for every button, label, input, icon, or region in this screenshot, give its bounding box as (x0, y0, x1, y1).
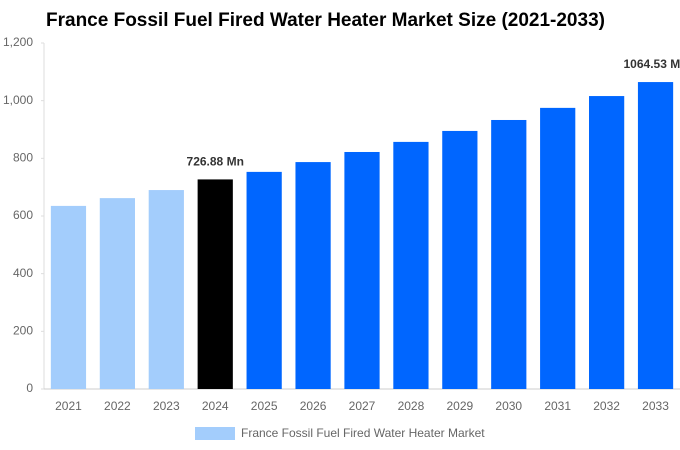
y-tick-label: 0 (26, 381, 33, 395)
legend-label: France Fossil Fuel Fired Water Heater Ma… (241, 426, 485, 440)
x-tick-label: 2030 (495, 399, 522, 413)
x-tick-label: 2023 (153, 399, 180, 413)
value-label: 1064.53 Mn (624, 57, 680, 71)
bar (148, 190, 184, 389)
bar (50, 205, 87, 389)
bar (540, 107, 576, 389)
x-tick-label: 2021 (55, 399, 82, 413)
x-tick-label: 2028 (398, 399, 425, 413)
bar (491, 119, 527, 390)
bar (295, 162, 331, 389)
x-tick-label: 2033 (642, 399, 669, 413)
bar (246, 171, 282, 389)
x-tick-label: 2029 (446, 399, 473, 413)
bar (393, 141, 429, 389)
y-tick-label: 800 (13, 151, 33, 165)
value-label: 726.88 Mn (187, 155, 244, 169)
x-tick-label: 2022 (104, 399, 131, 413)
bar (344, 151, 380, 389)
chart-title: France Fossil Fuel Fired Water Heater Ma… (46, 10, 605, 31)
bar (197, 179, 233, 389)
x-tick-label: 2032 (593, 399, 620, 413)
bar (99, 198, 135, 389)
y-tick-label: 200 (13, 324, 33, 338)
y-tick-label: 1,200 (3, 35, 33, 49)
bar (442, 130, 478, 390)
x-tick-label: 2027 (349, 399, 376, 413)
y-tick-label: 400 (13, 266, 33, 280)
y-tick-label: 1,000 (3, 93, 33, 107)
bar (637, 82, 674, 389)
legend-swatch (195, 427, 235, 440)
x-tick-label: 2025 (251, 399, 278, 413)
bar (589, 96, 625, 389)
y-tick-label: 600 (13, 208, 33, 222)
x-tick-label: 2026 (300, 399, 327, 413)
x-tick-label: 2024 (202, 399, 229, 413)
x-tick-label: 2031 (544, 399, 571, 413)
